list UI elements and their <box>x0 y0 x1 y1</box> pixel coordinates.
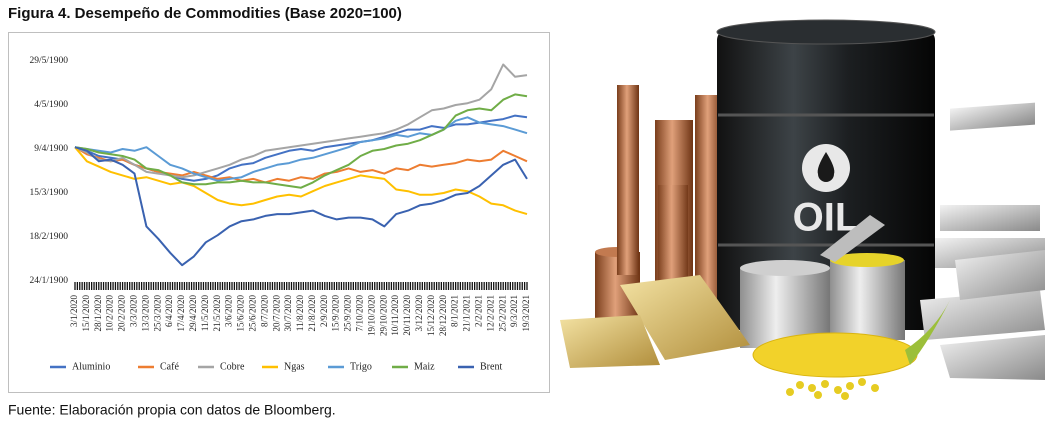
x-tick-label: 15/6/2020 <box>236 295 246 332</box>
x-tick-label: 2/2/2021 <box>473 295 483 327</box>
x-tick-label: 20/11/2020 <box>402 295 412 336</box>
x-tick-label: 20/2/2020 <box>117 295 127 332</box>
x-tick-label: 29/10/2020 <box>378 295 388 337</box>
x-axis-ticks <box>74 282 528 290</box>
x-tick-label: 29/4/2020 <box>188 295 198 332</box>
x-tick-label: 21/5/2020 <box>212 295 222 332</box>
series-line <box>74 146 528 267</box>
x-tick-label: 17/4/2020 <box>176 295 186 332</box>
legend-label: Maiz <box>414 361 435 372</box>
series-line <box>74 116 528 182</box>
y-tick-label: 24/1/1900 <box>29 276 68 286</box>
y-tick-label: 29/5/1900 <box>29 56 68 66</box>
x-tick-label: 11/5/2020 <box>200 295 210 332</box>
barrel-label: OIL <box>793 196 860 240</box>
y-tick-label: 9/4/1900 <box>34 144 68 154</box>
figure-title: Figura 4. Desempeño de Commodities (Base… <box>8 5 402 22</box>
series-line <box>74 146 528 216</box>
x-tick-label: 25/6/2020 <box>247 295 257 332</box>
x-tick-label: 3/6/2020 <box>224 295 234 328</box>
x-tick-label: 28/1/2020 <box>93 295 103 332</box>
series-line <box>74 93 528 189</box>
y-tick-label: 15/3/1900 <box>29 188 68 198</box>
x-tick-label: 15/1/2020 <box>81 295 91 332</box>
commodities-photo: OIL <box>560 19 1045 400</box>
x-tick-label: 21/1/2021 <box>462 295 472 332</box>
x-tick-label: 12/2/2021 <box>485 295 495 332</box>
x-tick-label: 7/10/2020 <box>355 295 365 332</box>
x-tick-label: 15/12/2020 <box>426 295 436 337</box>
x-tick-label: 10/11/2020 <box>390 295 400 336</box>
legend-label: Cobre <box>220 361 245 372</box>
x-tick-label: 13/3/2020 <box>140 295 150 332</box>
x-tick-label: 9/3/2021 <box>509 295 519 327</box>
legend-label: Trigo <box>350 361 372 372</box>
series-line <box>74 63 528 179</box>
source-note: Fuente: Elaboración propia con datos de … <box>8 402 336 418</box>
x-tick-label: 6/4/2020 <box>164 295 174 328</box>
y-tick-label: 4/5/1900 <box>34 100 68 110</box>
x-tick-label: 28/12/2020 <box>438 295 448 337</box>
x-tick-label: 2/9/2020 <box>319 295 329 328</box>
legend-label: Café <box>160 361 179 372</box>
x-tick-label: 21/8/2020 <box>307 295 317 332</box>
x-tick-label: 8/1/2021 <box>450 295 460 327</box>
x-tick-label: 19/10/2020 <box>366 295 376 337</box>
x-tick-label: 25/9/2020 <box>343 295 353 332</box>
legend-label: Ngas <box>284 361 305 372</box>
x-tick-label: 15/9/2020 <box>331 295 341 332</box>
x-tick-label: 3/1/2020 <box>69 295 79 328</box>
x-tick-label: 20/7/2020 <box>271 295 281 332</box>
legend-label: Brent <box>480 361 502 372</box>
x-tick-label: 8/7/2020 <box>259 295 269 328</box>
chart: 24/1/1900 18/2/1900 15/3/1900 9/4/1900 4/5/1… <box>29 56 531 372</box>
x-tick-label: 30/7/2020 <box>283 295 293 332</box>
x-tick-label: 11/8/2020 <box>295 295 305 332</box>
x-tick-label: 25/2/2021 <box>497 295 507 332</box>
legend-label: Aluminio <box>72 361 110 372</box>
x-tick-label: 25/3/2020 <box>152 295 162 332</box>
y-tick-label: 18/2/1900 <box>29 232 68 242</box>
x-tick-label: 3/3/2020 <box>129 295 139 328</box>
x-tick-label: 3/12/2020 <box>414 295 424 332</box>
x-tick-label: 19/3/2021 <box>521 295 531 332</box>
x-tick-label: 10/2/2020 <box>105 295 115 332</box>
chart-frame <box>8 32 550 393</box>
